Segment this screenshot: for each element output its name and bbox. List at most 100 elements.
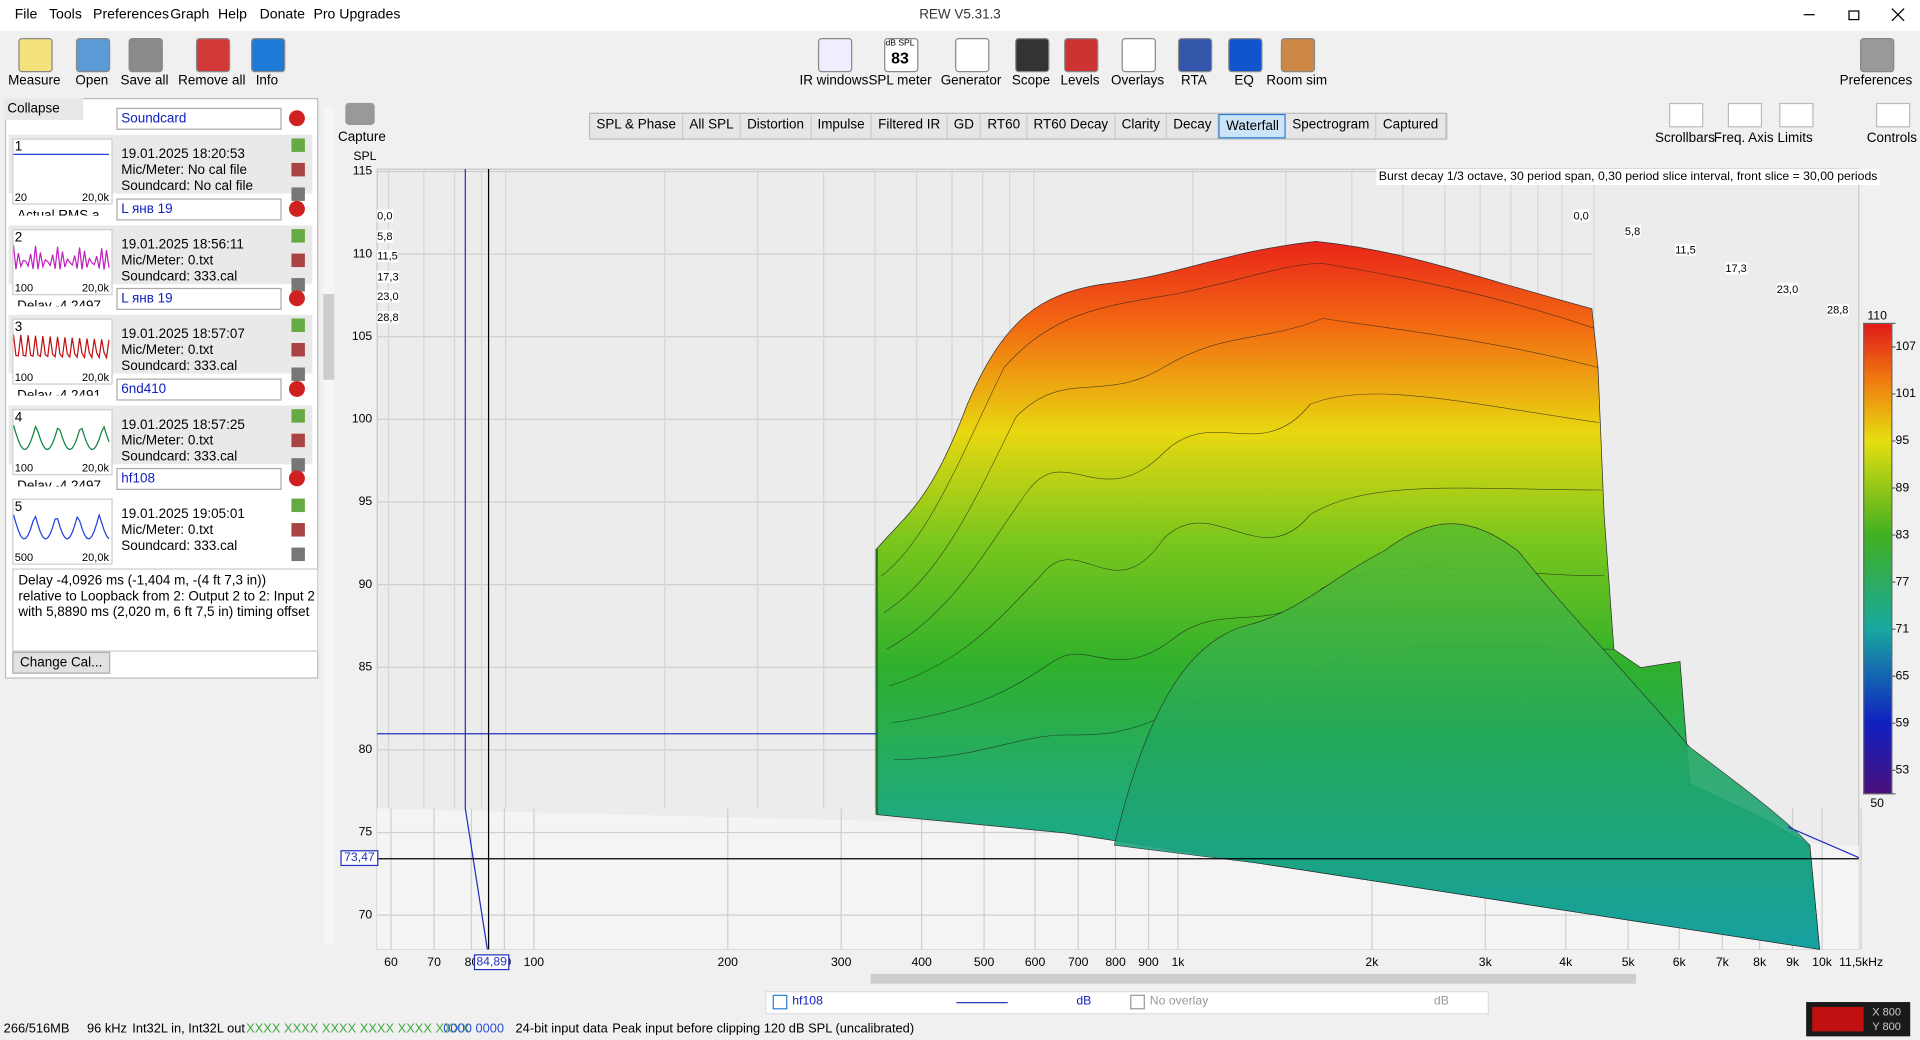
toolbar-icon[interactable]: [251, 37, 286, 73]
tab[interactable]: Decay: [1167, 113, 1219, 139]
toolbar-label[interactable]: Scope: [1011, 73, 1051, 89]
measurement-mic: Mic/Meter: No cal file: [121, 162, 247, 178]
menu-item[interactable]: Help: [217, 7, 247, 23]
status-format: Int32L in, Int32L out: [132, 1021, 245, 1037]
measurement-tool[interactable]: [291, 138, 305, 152]
toolbar-icon[interactable]: [1860, 37, 1895, 73]
measurement-tool[interactable]: [291, 252, 305, 267]
measurement-tool[interactable]: [291, 228, 305, 242]
toolbar-icon[interactable]: [817, 37, 853, 73]
toolbar-icon[interactable]: [128, 37, 163, 73]
toolbar-label[interactable]: Open: [75, 73, 109, 89]
tab[interactable]: Waterfall: [1218, 113, 1287, 139]
toolbar-icon[interactable]: [1121, 37, 1156, 73]
scroll-thumb[interactable]: [323, 294, 335, 380]
toolbar-label[interactable]: Save all: [120, 73, 169, 89]
measurement-tool[interactable]: [291, 343, 305, 357]
measurement-name[interactable]: hf108: [116, 467, 282, 490]
tab[interactable]: All SPL: [683, 113, 741, 139]
menu-item[interactable]: Pro Upgrades: [313, 7, 401, 23]
toolbar-label[interactable]: Info: [255, 73, 279, 89]
toolbar-icon[interactable]: [1064, 37, 1099, 73]
toolbar-label[interactable]: SPL meter: [868, 73, 932, 89]
tab[interactable]: Distortion: [741, 113, 812, 139]
measurement-tool[interactable]: [291, 523, 305, 537]
cursor-x-readout: 84,89: [473, 954, 510, 971]
control-label[interactable]: Scrollbars: [1654, 131, 1715, 146]
toolbar-label[interactable]: Overlays: [1110, 73, 1165, 89]
toolbar-icon[interactable]: [75, 37, 111, 73]
tab[interactable]: RT60: [981, 113, 1028, 139]
measurement-tool[interactable]: [291, 408, 305, 423]
toolbar-icon[interactable]: [1177, 37, 1213, 73]
capture-icon[interactable]: [345, 102, 375, 125]
measurement-tool[interactable]: [291, 547, 305, 562]
menu-item[interactable]: Donate: [259, 7, 306, 23]
menu-item[interactable]: Preferences: [93, 7, 170, 23]
capture-label[interactable]: Capture: [337, 129, 386, 145]
toolbar-label[interactable]: Generator: [940, 73, 1002, 89]
tab[interactable]: Impulse: [811, 113, 872, 139]
measurement-tool[interactable]: [291, 433, 305, 447]
measurement-name[interactable]: L янв 19: [116, 197, 282, 220]
control-icon[interactable]: [1727, 102, 1763, 128]
measurement-tool[interactable]: [291, 457, 305, 472]
control-label[interactable]: Controls: [1866, 131, 1917, 146]
toolbar-label[interactable]: Preferences: [1839, 73, 1913, 89]
measurement-name[interactable]: L янв 19: [116, 287, 282, 310]
legend-trace[interactable]: hf108: [792, 994, 823, 1009]
tab[interactable]: Clarity: [1116, 113, 1168, 139]
toolbar-label[interactable]: Measure: [8, 73, 61, 89]
measurement-tool[interactable]: [291, 367, 305, 381]
measurement-tool[interactable]: [291, 498, 305, 513]
toolbar-icon[interactable]: [1015, 37, 1050, 73]
h-scroll-thumb[interactable]: [870, 973, 1636, 984]
remove-button[interactable]: [288, 380, 305, 397]
legend-overlay[interactable]: No overlay: [1149, 994, 1209, 1009]
menu-item[interactable]: Tools: [48, 7, 82, 23]
remove-button[interactable]: [288, 470, 305, 487]
tab[interactable]: SPL & Phase: [590, 113, 684, 139]
toolbar-label[interactable]: RTA: [1181, 73, 1207, 89]
checkbox[interactable]: [1130, 994, 1145, 1010]
toolbar-icon[interactable]: [1228, 37, 1263, 73]
colorbar-label: 50: [1870, 796, 1884, 810]
remove-button[interactable]: [288, 290, 305, 307]
menu-item[interactable]: File: [14, 7, 38, 23]
toolbar-icon[interactable]: [955, 37, 990, 73]
measurement-name[interactable]: Soundcard: [116, 107, 282, 130]
control-label[interactable]: Freq. Axis: [1713, 131, 1774, 146]
remove-button[interactable]: [288, 110, 305, 127]
toolbar-label[interactable]: Room sim: [1266, 73, 1328, 89]
window-controls[interactable]: [1803, 8, 1905, 22]
measurement-name[interactable]: 6nd410: [116, 377, 282, 400]
toolbar-icon[interactable]: [884, 37, 919, 73]
toolbar-label[interactable]: IR windows: [799, 73, 869, 89]
remove-button[interactable]: [288, 200, 305, 217]
thumbnail: [12, 408, 113, 475]
control-icon[interactable]: [1779, 102, 1814, 128]
tab[interactable]: GD: [948, 113, 982, 139]
toolbar-icon[interactable]: [1280, 37, 1316, 73]
measurement-tool[interactable]: [291, 277, 305, 291]
tab[interactable]: Captured: [1377, 113, 1446, 139]
control-icon[interactable]: [1875, 102, 1911, 128]
measurement-tool[interactable]: [291, 318, 305, 332]
change-cal-button[interactable]: Change Cal...: [12, 651, 111, 674]
tab[interactable]: RT60 Decay: [1027, 113, 1116, 139]
toolbar-label[interactable]: Levels: [1060, 73, 1100, 89]
toolbar-label[interactable]: EQ: [1234, 73, 1254, 89]
toolbar-icon[interactable]: [195, 37, 231, 73]
toolbar-icon[interactable]: [18, 37, 53, 73]
measurement-tool[interactable]: [291, 187, 305, 201]
menu-item[interactable]: Graph: [170, 7, 210, 23]
measurement-tool[interactable]: [291, 162, 305, 177]
tab[interactable]: Spectrogram: [1286, 113, 1377, 139]
collapse-button[interactable]: Collapse: [4, 98, 84, 121]
control-label[interactable]: Limits: [1777, 131, 1813, 146]
checkbox[interactable]: [772, 994, 788, 1010]
toolbar-label[interactable]: Remove all: [178, 73, 246, 89]
control-icon[interactable]: [1668, 102, 1704, 128]
tab[interactable]: Filtered IR: [872, 113, 948, 139]
x-tick-label: 4k: [1559, 955, 1573, 969]
